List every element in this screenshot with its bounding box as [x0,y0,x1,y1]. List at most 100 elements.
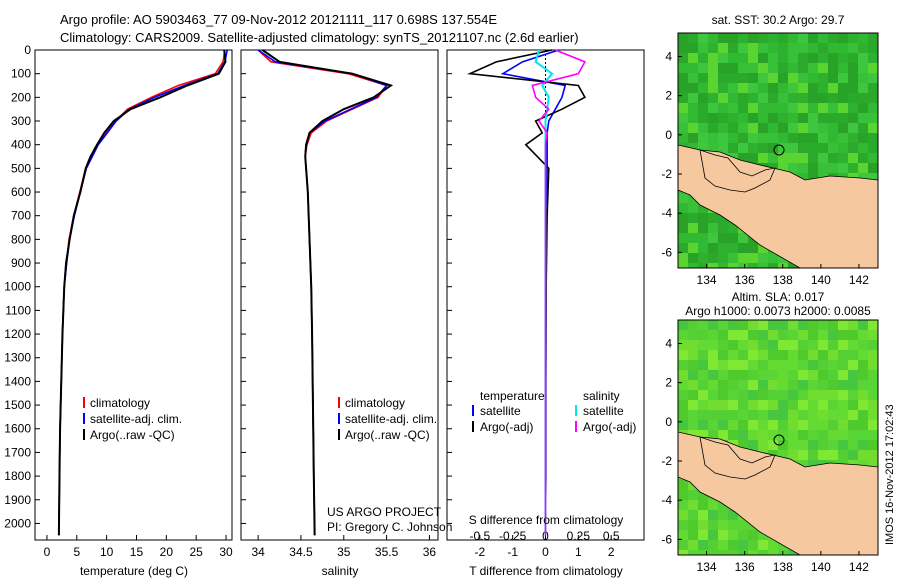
heatmap-cell [838,390,848,400]
heatmap-cell [868,430,878,440]
heatmap-cell [808,340,818,350]
heatmap-cell [838,83,848,93]
heatmap-cell [758,103,768,113]
heatmap-cell [718,33,728,43]
heatmap-cell [788,440,798,450]
heatmap-cell [758,253,768,263]
heatmap-cell [828,123,838,133]
heatmap-cell [798,320,808,330]
heatmap-cell [778,43,788,53]
heatmap-cell [808,133,818,143]
heatmap-cell [738,153,748,163]
heatmap-cell [798,410,808,420]
heatmap-cell [848,103,858,113]
heatmap-cell [758,63,768,73]
heatmap-cell [828,93,838,103]
heatmap-cell [848,113,858,123]
heatmap-cell [708,330,718,340]
series-line [261,49,394,536]
heatmap-cell [768,123,778,133]
heatmap-cell [678,360,688,370]
heatmap-cell [838,63,848,73]
heatmap-cell [848,83,858,93]
heatmap-cell [748,43,758,53]
y-tick-label: 600 [11,185,31,199]
heatmap-cell [808,113,818,123]
heatmap-cell [738,233,748,243]
heatmap-cell [858,420,868,430]
heatmap-cell [808,123,818,133]
heatmap-cell [768,153,778,163]
argo-float-marker [773,144,785,156]
x-tick-label: 140 [811,273,831,287]
temperature-panel: 0100200300400500600700800900100011001200… [4,43,233,578]
heatmap-cell [698,63,708,73]
heatmap-cell [858,400,868,410]
difference-series [466,49,587,536]
heatmap-cell [678,390,688,400]
heatmap-cell [678,113,688,123]
legend-satellite-label: satellite-adj. clim. [345,412,437,426]
heatmap-cell [708,223,718,233]
heatmap-cell [838,113,848,123]
heatmap-cell [818,83,828,93]
heatmap-cell [848,350,858,360]
heatmap-cell [758,143,768,153]
heatmap-cell [868,43,878,53]
heatmap-cell [778,163,788,173]
heatmap-cell [778,320,788,330]
heatmap-cell [728,410,738,420]
heatmap-cell [798,93,808,103]
heatmap-cell [818,350,828,360]
heatmap-cell [758,93,768,103]
heatmap-cell [808,420,818,430]
heatmap-cell [728,320,738,330]
heatmap-cell [798,143,808,153]
heatmap-cell [788,63,798,73]
heatmap-cell [778,33,788,43]
heatmap-cell [858,83,868,93]
heatmap-cell [678,93,688,103]
heatmap-cell [798,430,808,440]
heatmap-cell [738,320,748,330]
heatmap-cell [698,223,708,233]
heatmap-cell [708,370,718,380]
heatmap-cell [748,320,758,330]
heatmap-cell [868,173,878,183]
heatmap-cell [738,410,748,420]
heatmap-cell [868,93,878,103]
heatmap-cell [838,53,848,63]
heatmap-cell [758,43,768,53]
heatmap-cell [708,63,718,73]
heatmap-cell [808,440,818,450]
heatmap-cell [788,450,798,460]
heatmap-cell [728,350,738,360]
heatmap-cell [848,133,858,143]
heatmap-cell [828,360,838,370]
heatmap-cell [738,390,748,400]
sla-map-title: Altim. SLA: 0.017 [732,290,825,304]
heatmap-cell [748,133,758,143]
heatmap-cell [738,123,748,133]
sst-map-title: sat. SST: 30.2 Argo: 29.7 [712,13,845,27]
heatmap-cell [808,53,818,63]
heatmap-cell [858,430,868,440]
heatmap-cell [708,530,718,540]
heatmap-cell [808,360,818,370]
heatmap-cell [818,380,828,390]
heatmap-cell [808,410,818,420]
heatmap-cell [718,510,728,520]
heatmap-cell [708,550,718,555]
heatmap-cell [678,340,688,350]
heatmap-cell [688,33,698,43]
heatmap-cell [748,340,758,350]
heatmap-cell [768,420,778,430]
heatmap-cell [788,360,798,370]
y-tick-label: 0 [665,415,672,429]
heatmap-cell [798,133,808,143]
heatmap-cell [718,253,728,263]
heatmap-cell [778,430,788,440]
x-tick-label: 5 [73,545,80,559]
heatmap-cell [738,93,748,103]
heatmap-cell [828,113,838,123]
